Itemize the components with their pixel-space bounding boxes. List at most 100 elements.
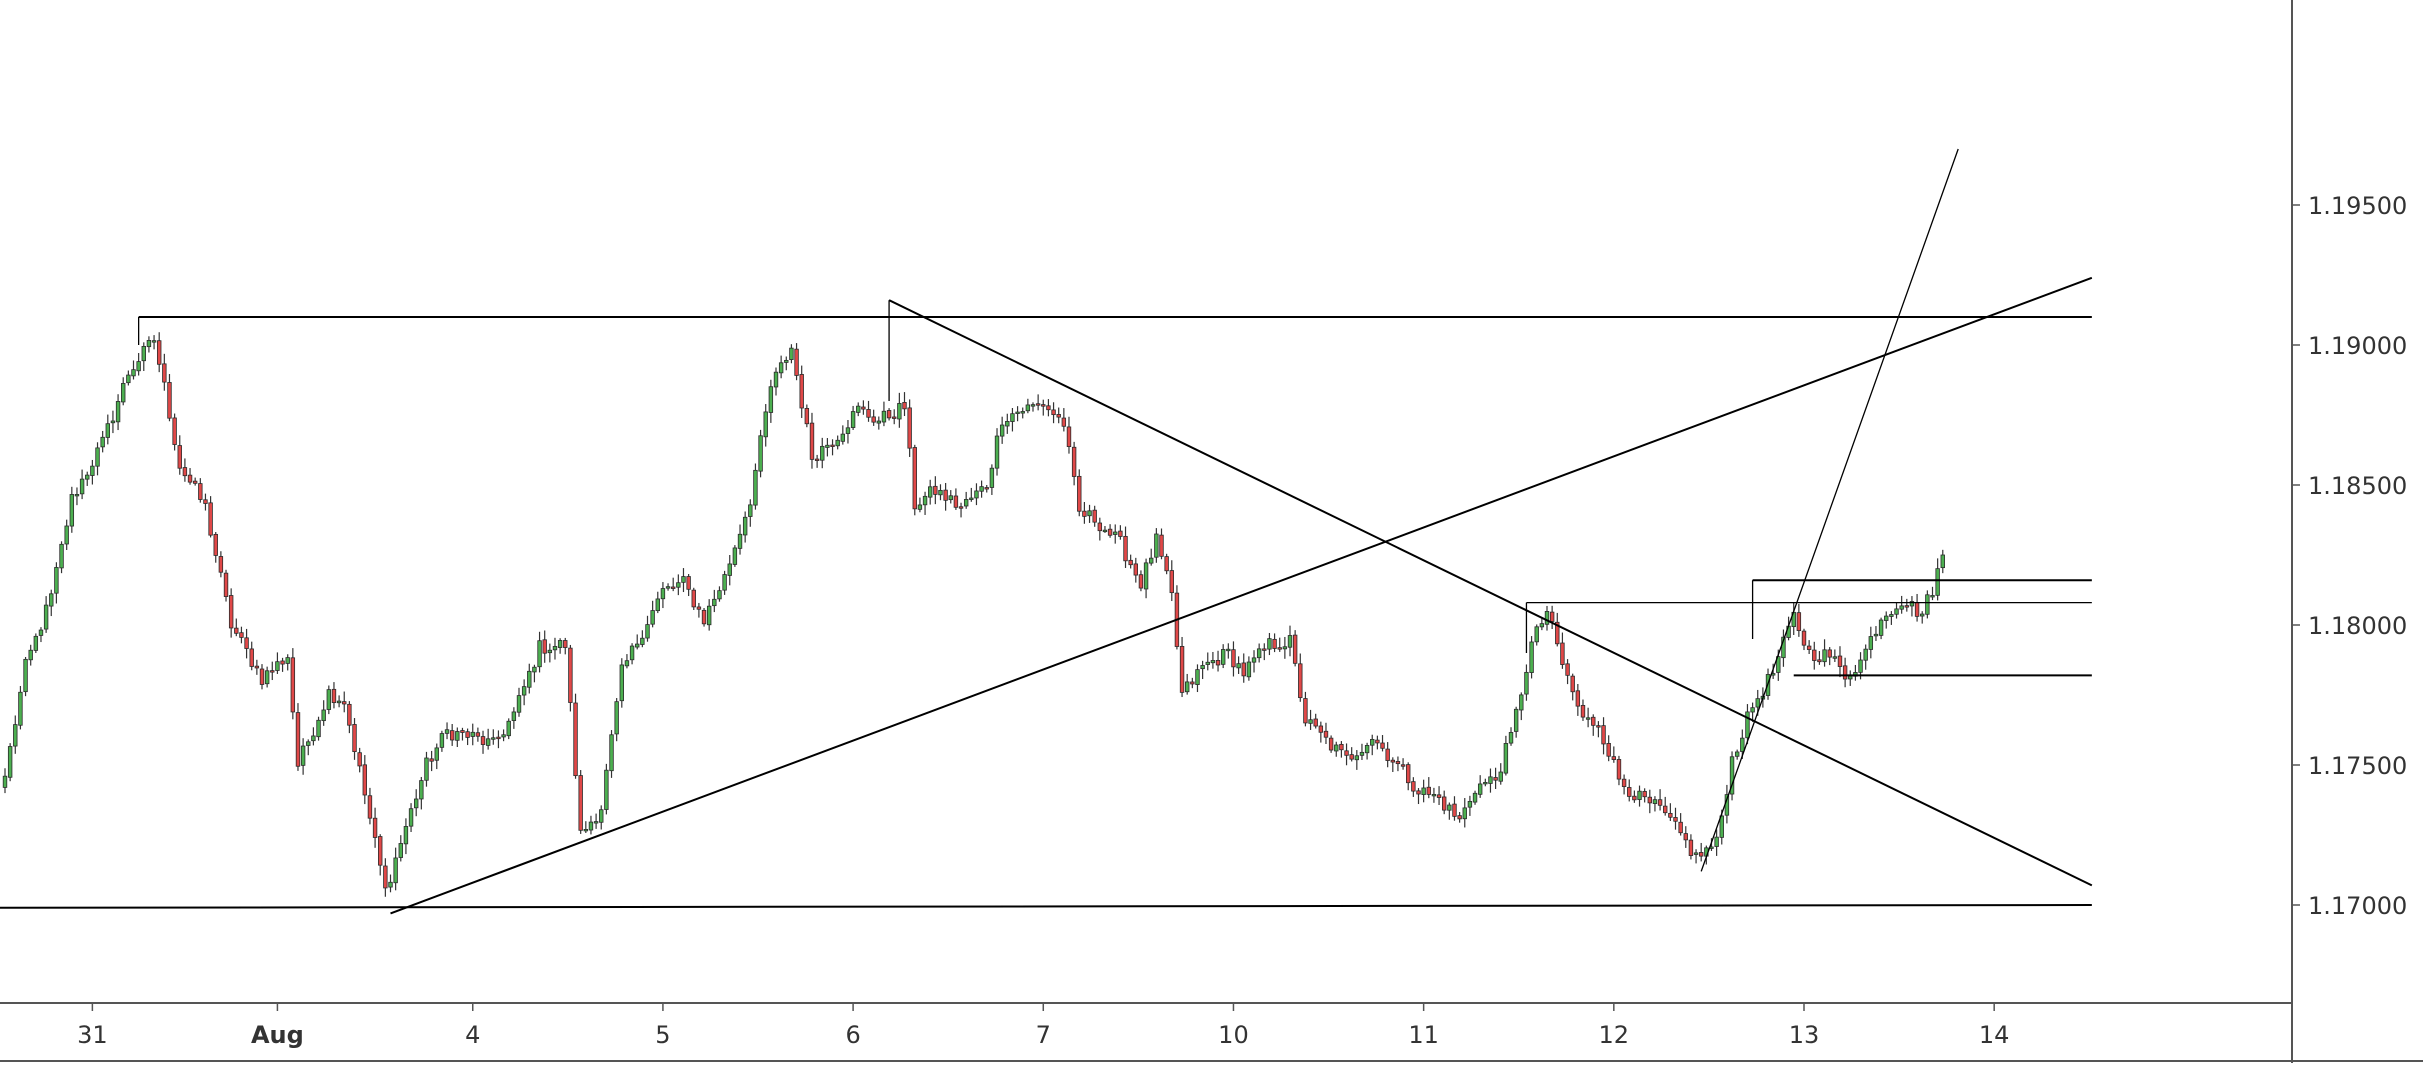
- candle: [871, 409, 876, 426]
- candle: [1462, 798, 1467, 828]
- candle: [1508, 727, 1514, 746]
- candle-body-down: [1272, 638, 1277, 649]
- descending-trendline[interactable]: [888, 299, 2093, 887]
- candle: [521, 679, 527, 706]
- candle: [59, 541, 64, 574]
- candle-body-up: [681, 576, 686, 583]
- candle-body-up: [491, 737, 496, 740]
- candle-body-up: [1544, 611, 1550, 625]
- candle-body-up: [521, 686, 527, 696]
- candle: [475, 727, 481, 742]
- candle: [1097, 517, 1103, 541]
- candle-body-up: [1364, 745, 1370, 754]
- candle-body-down: [480, 736, 486, 745]
- candle: [1498, 763, 1503, 785]
- candle: [1380, 735, 1385, 752]
- candle-body-up: [1421, 787, 1426, 795]
- candle: [881, 401, 887, 427]
- candle-body-down: [295, 712, 301, 767]
- candle-body-down: [958, 506, 964, 509]
- candle-body-down: [1616, 759, 1622, 780]
- candle: [43, 596, 49, 633]
- candle-body-up: [969, 497, 974, 500]
- candle-body-down: [1107, 528, 1113, 536]
- candle-body-up: [1226, 648, 1231, 652]
- candle-body-up: [1832, 656, 1838, 659]
- candle: [465, 728, 470, 746]
- candle: [999, 416, 1005, 444]
- candle-body-down: [1565, 663, 1570, 676]
- candle-body-up: [1143, 562, 1149, 590]
- candle: [1107, 524, 1113, 538]
- candle-body-up: [1822, 649, 1827, 663]
- price-tick-label: 1.18000: [2308, 612, 2407, 640]
- candle-body-up: [1010, 413, 1015, 422]
- candle-body-up: [706, 605, 712, 626]
- candle: [1837, 646, 1843, 678]
- candle: [1477, 775, 1483, 798]
- candle-body-down: [1041, 404, 1046, 407]
- candle: [624, 654, 630, 669]
- ascending-trendline[interactable]: [390, 276, 2093, 915]
- candle: [306, 739, 311, 756]
- candle-body-down: [809, 422, 815, 460]
- steep-trendline[interactable]: [1700, 148, 1959, 872]
- candle: [1282, 636, 1288, 659]
- candle: [547, 643, 553, 663]
- candle-body-up: [1734, 751, 1740, 757]
- candle-body-up: [1431, 793, 1437, 797]
- candle: [1585, 707, 1591, 728]
- candle-body-up: [609, 734, 614, 772]
- candle-body-down: [671, 586, 676, 589]
- candle-body-down: [1673, 817, 1678, 822]
- candle: [1344, 743, 1349, 766]
- candle: [763, 404, 768, 447]
- candle: [866, 400, 871, 422]
- candle: [1431, 787, 1437, 803]
- candle: [1154, 528, 1159, 563]
- candle-body-down: [192, 480, 198, 484]
- candle: [1565, 659, 1570, 685]
- candle: [696, 602, 702, 618]
- candle-body-down: [1277, 647, 1282, 650]
- candle-body-up: [712, 598, 717, 607]
- candle-body-up: [1210, 660, 1216, 664]
- candle-body-up: [856, 405, 861, 413]
- candle-body-up: [676, 582, 681, 588]
- support-line[interactable]: [0, 904, 2092, 909]
- candle-body-down: [542, 639, 547, 654]
- candle: [1174, 585, 1180, 650]
- time-tick-label: 13: [1789, 1021, 1820, 1049]
- candle: [1323, 722, 1329, 745]
- candle: [64, 519, 69, 551]
- candle: [1035, 394, 1041, 411]
- candle-body-down: [362, 764, 367, 796]
- candle-body-down: [1621, 778, 1627, 787]
- candle: [1657, 789, 1663, 811]
- candle-body-up: [105, 423, 110, 438]
- candle: [1082, 502, 1087, 524]
- candle: [429, 750, 434, 772]
- candle-body-down: [830, 444, 835, 447]
- candle: [1801, 628, 1807, 651]
- candle-body-up: [1025, 404, 1031, 412]
- candle: [907, 399, 912, 457]
- candle: [187, 468, 193, 485]
- candle-body-down: [1179, 646, 1185, 693]
- candle-body-up: [1637, 790, 1642, 800]
- candle: [69, 486, 75, 533]
- candle-body-up: [131, 369, 136, 377]
- candle-body-down: [1375, 739, 1380, 744]
- candle: [542, 630, 547, 663]
- candle-body-down: [1035, 403, 1041, 406]
- candle: [367, 787, 373, 825]
- candle: [506, 718, 511, 740]
- candle-body-up: [1370, 738, 1375, 746]
- candle: [809, 412, 815, 469]
- candle-body-down: [563, 640, 568, 648]
- candle-body-down: [162, 363, 167, 383]
- candle-body-down: [1683, 833, 1688, 841]
- candle: [717, 586, 722, 602]
- candle: [1493, 767, 1498, 789]
- candle-body-up: [326, 689, 332, 710]
